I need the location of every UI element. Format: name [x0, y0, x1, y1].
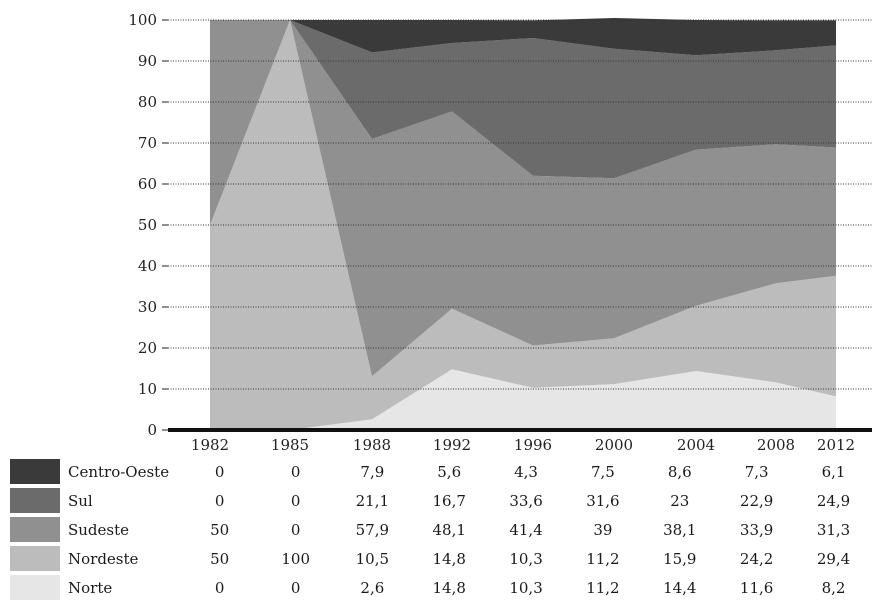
series-name: Norte: [60, 573, 182, 603]
table-cell: 2,6: [333, 573, 411, 603]
table-cell: 14,4: [641, 573, 719, 603]
table-cell: 33,9: [718, 515, 796, 545]
legend-swatch: [10, 546, 60, 571]
table-cell: 31,3: [795, 515, 872, 545]
table-cell: 7,9: [333, 458, 411, 487]
area-sudeste: [210, 20, 836, 377]
table-cell: 24,9: [795, 486, 872, 516]
legend-swatch: [10, 459, 60, 484]
table-cell: 24,2: [718, 544, 796, 574]
table-cell: 100: [257, 544, 334, 574]
table-cell: 8,2: [795, 573, 872, 603]
table-cell: 29,4: [795, 544, 872, 574]
table-cell: 11,2: [564, 573, 642, 603]
legend-swatch: [10, 575, 60, 600]
legend-swatch-cell: [10, 573, 60, 603]
y-tick-label: 10: [138, 380, 157, 398]
area-series-group: [210, 18, 836, 430]
table-cell: 38,1: [641, 515, 719, 545]
y-tick-label: 100: [128, 11, 157, 29]
table-cell: 22,9: [718, 486, 796, 516]
table-cell: 41,4: [487, 515, 565, 545]
series-name: Centro-Oeste: [60, 458, 182, 487]
table-cell: 23: [641, 486, 719, 516]
legend-swatch: [10, 488, 60, 513]
table-cell: 57,9: [333, 515, 411, 545]
table-cell: 7,5: [564, 458, 642, 487]
table-cell: 0: [181, 458, 258, 487]
table-cell: 33,6: [487, 486, 565, 516]
table-cell: 5,6: [410, 458, 488, 487]
table-cell: 50: [181, 544, 258, 574]
x-tick-label: 2012: [817, 436, 855, 454]
area-centro-oeste: [210, 18, 836, 56]
table-row: Sudeste 50 0 57,9 48,1 41,4 39 38,1 33,9 31,3: [10, 515, 872, 545]
y-tick-label: 20: [138, 339, 157, 357]
table-cell: 14,8: [410, 573, 488, 603]
table-cell: 10,3: [487, 573, 565, 603]
table-cell: 11,6: [718, 573, 796, 603]
data-table: Centro-Oeste 0 0 7,9 5,6 4,3 7,5 8,6 7,3 6,1 Sul 0 0…: [10, 458, 872, 603]
table-row: Centro-Oeste 0 0 7,9 5,6 4,3 7,5 8,6 7,3 6,1: [10, 458, 872, 487]
x-tick-label: 2004: [677, 436, 715, 454]
legend-swatch: [10, 517, 60, 542]
table-cell: 0: [257, 486, 334, 516]
y-tick-label: 30: [138, 298, 157, 316]
x-tick-label: 2000: [595, 436, 633, 454]
x-tick-label: 2008: [757, 436, 795, 454]
x-tick-label: 1982: [191, 436, 229, 454]
table-cell: 14,8: [410, 544, 488, 574]
table-cell: 10,3: [487, 544, 565, 574]
table-cell: 15,9: [641, 544, 719, 574]
table-cell: 0: [257, 515, 334, 545]
legend-swatch-cell: [10, 486, 60, 516]
table-cell: 4,3: [487, 458, 565, 487]
y-tick-label: 90: [138, 52, 157, 70]
table-cell: 6,1: [795, 458, 872, 487]
legend-swatch-cell: [10, 515, 60, 545]
x-tick-label: 1992: [433, 436, 471, 454]
table-cell: 48,1: [410, 515, 488, 545]
table-cell: 11,2: [564, 544, 642, 574]
table-row: Nordeste 50 100 10,5 14,8 10,3 11,2 15,9 24,2 29,…: [10, 544, 872, 574]
x-tick-label: 1985: [271, 436, 309, 454]
legend-swatch-cell: [10, 544, 60, 574]
area-norte: [210, 369, 836, 430]
table-cell: 10,5: [333, 544, 411, 574]
table-cell: 50: [181, 515, 258, 545]
x-axis-ticks: 1982 1985 1988 1992 1996 2000 2004 2008 2012: [191, 436, 855, 454]
table-cell: 0: [181, 573, 258, 603]
table-cell: 16,7: [410, 486, 488, 516]
y-tick-label: 50: [138, 216, 157, 234]
table-cell: 7,3: [718, 458, 796, 487]
table-cell: 8,6: [641, 458, 719, 487]
table-cell: 21,1: [333, 486, 411, 516]
series-name: Nordeste: [60, 544, 182, 574]
y-tick-label: 0: [147, 421, 157, 439]
y-tick-label: 70: [138, 134, 157, 152]
table-cell: 0: [257, 458, 334, 487]
x-tick-label: 1988: [353, 436, 391, 454]
y-tick-label: 40: [138, 257, 157, 275]
area-nordeste: [210, 20, 836, 430]
table-cell: 0: [257, 573, 334, 603]
table-row: Norte 0 0 2,6 14,8 10,3 11,2 14,4 11,6 8,2: [10, 573, 872, 603]
y-axis-ticks: 0 10 20 30 40 50 60 70 80 90 100: [128, 11, 168, 439]
y-tick-label: 80: [138, 93, 157, 111]
table-cell: 39: [564, 515, 642, 545]
table-cell: 31,6: [564, 486, 642, 516]
legend-swatch-cell: [10, 458, 60, 487]
table-row: Sul 0 0 21,1 16,7 33,6 31,6 23 22,9 24,9: [10, 486, 872, 516]
area-sul: [210, 20, 836, 179]
series-name: Sudeste: [60, 515, 182, 545]
table-cell: 0: [181, 486, 258, 516]
x-tick-label: 1996: [514, 436, 552, 454]
y-tick-label: 60: [138, 175, 157, 193]
series-name: Sul: [60, 486, 182, 516]
